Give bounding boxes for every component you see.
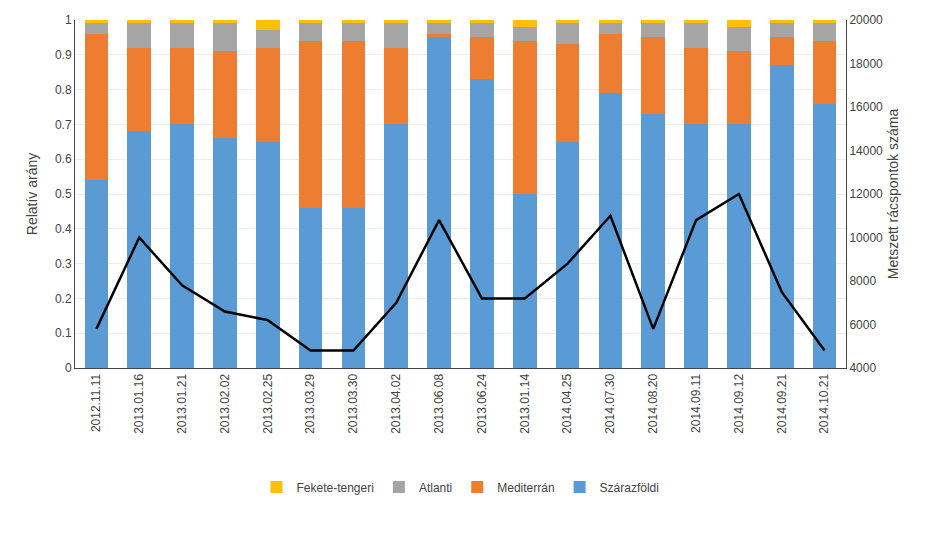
svg-text:2013.01.16: 2013.01.16: [132, 373, 146, 433]
svg-text:Metszett rácspontok száma: Metszett rácspontok száma: [885, 109, 901, 280]
svg-text:Relatív arány: Relatív arány: [24, 153, 40, 235]
svg-text:16000: 16000: [849, 100, 883, 114]
svg-text:2013.02.25: 2013.02.25: [261, 373, 275, 433]
svg-text:0.9: 0.9: [55, 48, 72, 62]
svg-text:1: 1: [65, 13, 72, 27]
svg-text:0: 0: [65, 361, 72, 375]
svg-text:2013.04.02: 2013.04.02: [389, 373, 403, 433]
svg-text:0.6: 0.6: [55, 152, 72, 166]
svg-text:14000: 14000: [849, 144, 883, 158]
svg-text:2014.04.25: 2014.04.25: [560, 373, 574, 433]
svg-text:0.2: 0.2: [55, 292, 72, 306]
svg-text:2014.09.11: 2014.09.11: [689, 373, 703, 432]
svg-text:20000: 20000: [849, 13, 883, 27]
svg-text:12000: 12000: [849, 187, 883, 201]
svg-text:Szárazföldi: Szárazföldi: [600, 481, 659, 495]
svg-text:2013.01.21: 2013.01.21: [175, 373, 189, 433]
svg-text:2013.03.29: 2013.03.29: [303, 373, 317, 433]
svg-text:2014.09.21: 2014.09.21: [775, 373, 789, 433]
svg-text:2013.06.24: 2013.06.24: [475, 373, 489, 433]
svg-text:2013.06.08: 2013.06.08: [432, 373, 446, 433]
svg-text:0.1: 0.1: [55, 326, 72, 340]
svg-text:2013.01.14: 2013.01.14: [518, 373, 532, 433]
svg-text:10000: 10000: [849, 231, 883, 245]
svg-text:0.7: 0.7: [55, 118, 72, 132]
svg-text:2014.07.30: 2014.07.30: [603, 373, 617, 433]
svg-text:Atlanti: Atlanti: [419, 481, 452, 495]
svg-text:18000: 18000: [849, 57, 883, 71]
svg-text:0.5: 0.5: [55, 187, 72, 201]
svg-text:2014.08.20: 2014.08.20: [646, 373, 660, 433]
svg-text:4000: 4000: [849, 361, 876, 375]
svg-text:2013.02.02: 2013.02.02: [218, 373, 232, 433]
svg-text:2013.03.30: 2013.03.30: [346, 373, 360, 433]
svg-text:2014.09.12: 2014.09.12: [732, 373, 746, 433]
svg-text:0.3: 0.3: [55, 257, 72, 271]
svg-text:0.4: 0.4: [55, 222, 72, 236]
svg-text:6000: 6000: [849, 318, 876, 332]
svg-text:0.8: 0.8: [55, 83, 72, 97]
svg-text:2014.10.21: 2014.10.21: [817, 373, 831, 433]
svg-text:Mediterrán: Mediterrán: [497, 481, 554, 495]
svg-text:Fekete-tengeri: Fekete-tengeri: [297, 481, 374, 495]
svg-text:2012.11.11: 2012.11.11: [89, 373, 103, 432]
svg-text:8000: 8000: [849, 274, 876, 288]
